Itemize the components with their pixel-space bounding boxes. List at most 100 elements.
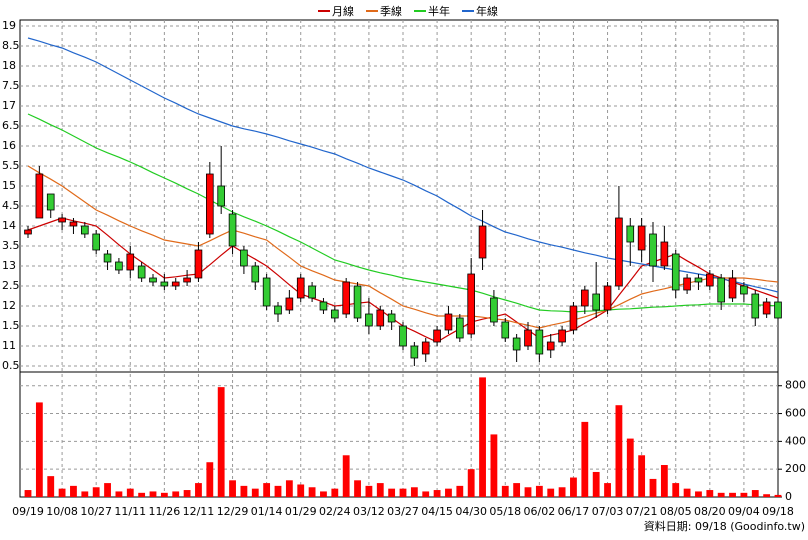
candle-body xyxy=(615,217,623,287)
candle-body xyxy=(637,225,646,251)
candle-body xyxy=(353,285,362,319)
x-tick-label: 01/14 xyxy=(251,505,283,518)
candle-body xyxy=(103,253,112,263)
y-tick-label: 17 xyxy=(2,99,16,112)
volume-bar xyxy=(638,455,646,497)
candle-body xyxy=(81,225,89,235)
candle-body xyxy=(376,309,385,327)
candle-body xyxy=(206,173,214,235)
candle-body xyxy=(285,297,294,311)
volume-bar xyxy=(558,487,566,497)
candle-body xyxy=(183,277,191,283)
y-tick-label: 11 xyxy=(2,339,16,352)
volume-bar xyxy=(524,487,532,497)
volume-bar xyxy=(683,488,691,497)
y-tick-label: 4.5 xyxy=(2,199,20,212)
volume-bar xyxy=(217,387,225,497)
candle-body xyxy=(274,305,282,315)
volume-bar xyxy=(354,480,361,497)
volume-bar xyxy=(206,462,214,497)
legend-label: 季線 xyxy=(380,4,402,18)
volume-bar xyxy=(649,478,657,497)
candle-body xyxy=(410,345,419,359)
volume-bar xyxy=(229,480,236,497)
y-tick-label: 12 xyxy=(2,299,16,312)
candle-body xyxy=(467,273,475,335)
volume-bar xyxy=(172,491,180,497)
footer: 資料日期: 09/18 (Goodinfo.tw) xyxy=(644,519,805,533)
candle-body xyxy=(728,277,737,299)
legend-label: 半年 xyxy=(428,4,450,18)
volume-bar xyxy=(570,477,577,497)
x-tick-label: 04/15 xyxy=(421,505,453,518)
volume-bar xyxy=(729,492,736,497)
volume-bar xyxy=(751,490,759,497)
candle-body xyxy=(35,173,44,219)
x-tick-label: 11/26 xyxy=(149,505,181,518)
volume-bar xyxy=(626,438,634,497)
candle-body xyxy=(490,297,498,323)
candle-body xyxy=(160,281,169,287)
x-tick-label: 09/19 xyxy=(12,505,44,518)
volume-bar xyxy=(331,488,339,497)
volume-bar xyxy=(320,491,327,497)
volume-bar xyxy=(660,465,668,497)
x-tick-label: 03/27 xyxy=(387,505,419,518)
x-tick-label: 04/30 xyxy=(455,505,487,518)
candle-body xyxy=(331,309,339,319)
candle-body xyxy=(262,277,271,307)
volume-bar xyxy=(297,484,305,497)
y-tick-label: 1.5 xyxy=(2,319,20,332)
volume-bar xyxy=(47,476,55,497)
volume-bar xyxy=(149,491,157,497)
candle-body xyxy=(149,277,157,283)
candle-body xyxy=(456,317,464,339)
volume-bar xyxy=(195,483,202,497)
volume-bar xyxy=(547,488,555,497)
candle-body xyxy=(217,185,225,207)
volume-bar xyxy=(615,405,623,497)
candle-body xyxy=(171,281,180,287)
candle-body xyxy=(626,225,635,243)
x-tick-label: 08/20 xyxy=(694,505,726,518)
y-tick-label: 13 xyxy=(2,259,16,272)
volume-bar xyxy=(104,483,111,497)
candle-body xyxy=(126,253,135,271)
volume-bar xyxy=(467,469,475,497)
volume-bar xyxy=(92,487,100,497)
candle-body xyxy=(251,265,260,283)
volume-bar xyxy=(513,483,521,497)
moving-average-line xyxy=(27,113,779,313)
volume-bar xyxy=(763,494,771,497)
volume-bar xyxy=(365,485,373,497)
volume-bar xyxy=(388,488,396,497)
x-tick-label: 06/17 xyxy=(558,505,590,518)
volume-bar xyxy=(342,455,350,497)
volume-bar xyxy=(672,483,680,497)
candle-body xyxy=(24,229,32,235)
candle-body xyxy=(58,217,66,223)
x-tick-label: 10/27 xyxy=(80,505,112,518)
candle-body xyxy=(319,301,328,311)
y-tick-label: 6.5 xyxy=(2,119,20,132)
candle-body xyxy=(421,341,430,355)
volume-bar xyxy=(490,434,498,497)
y-tick-label: 15 xyxy=(2,179,16,192)
candle-body xyxy=(501,321,510,339)
x-tick-label: 07/03 xyxy=(592,505,624,518)
y-tick-label: 7.5 xyxy=(2,79,20,92)
candle-body xyxy=(296,277,305,299)
volume-bar xyxy=(183,490,191,497)
volume-bar xyxy=(501,485,509,497)
y-tick-label: 2.5 xyxy=(2,279,20,292)
volume-bar xyxy=(774,494,782,497)
volume-bar xyxy=(24,490,32,497)
y-tick-label: 5.5 xyxy=(2,159,20,172)
candle-body xyxy=(660,241,669,267)
x-tick-label: 08/05 xyxy=(660,505,692,518)
candle-body xyxy=(546,341,555,351)
y-tick-label: 18 xyxy=(2,59,16,72)
candle-body xyxy=(194,249,203,279)
y-tick-label: 0.5 xyxy=(2,359,20,372)
volume-bar xyxy=(376,483,384,497)
